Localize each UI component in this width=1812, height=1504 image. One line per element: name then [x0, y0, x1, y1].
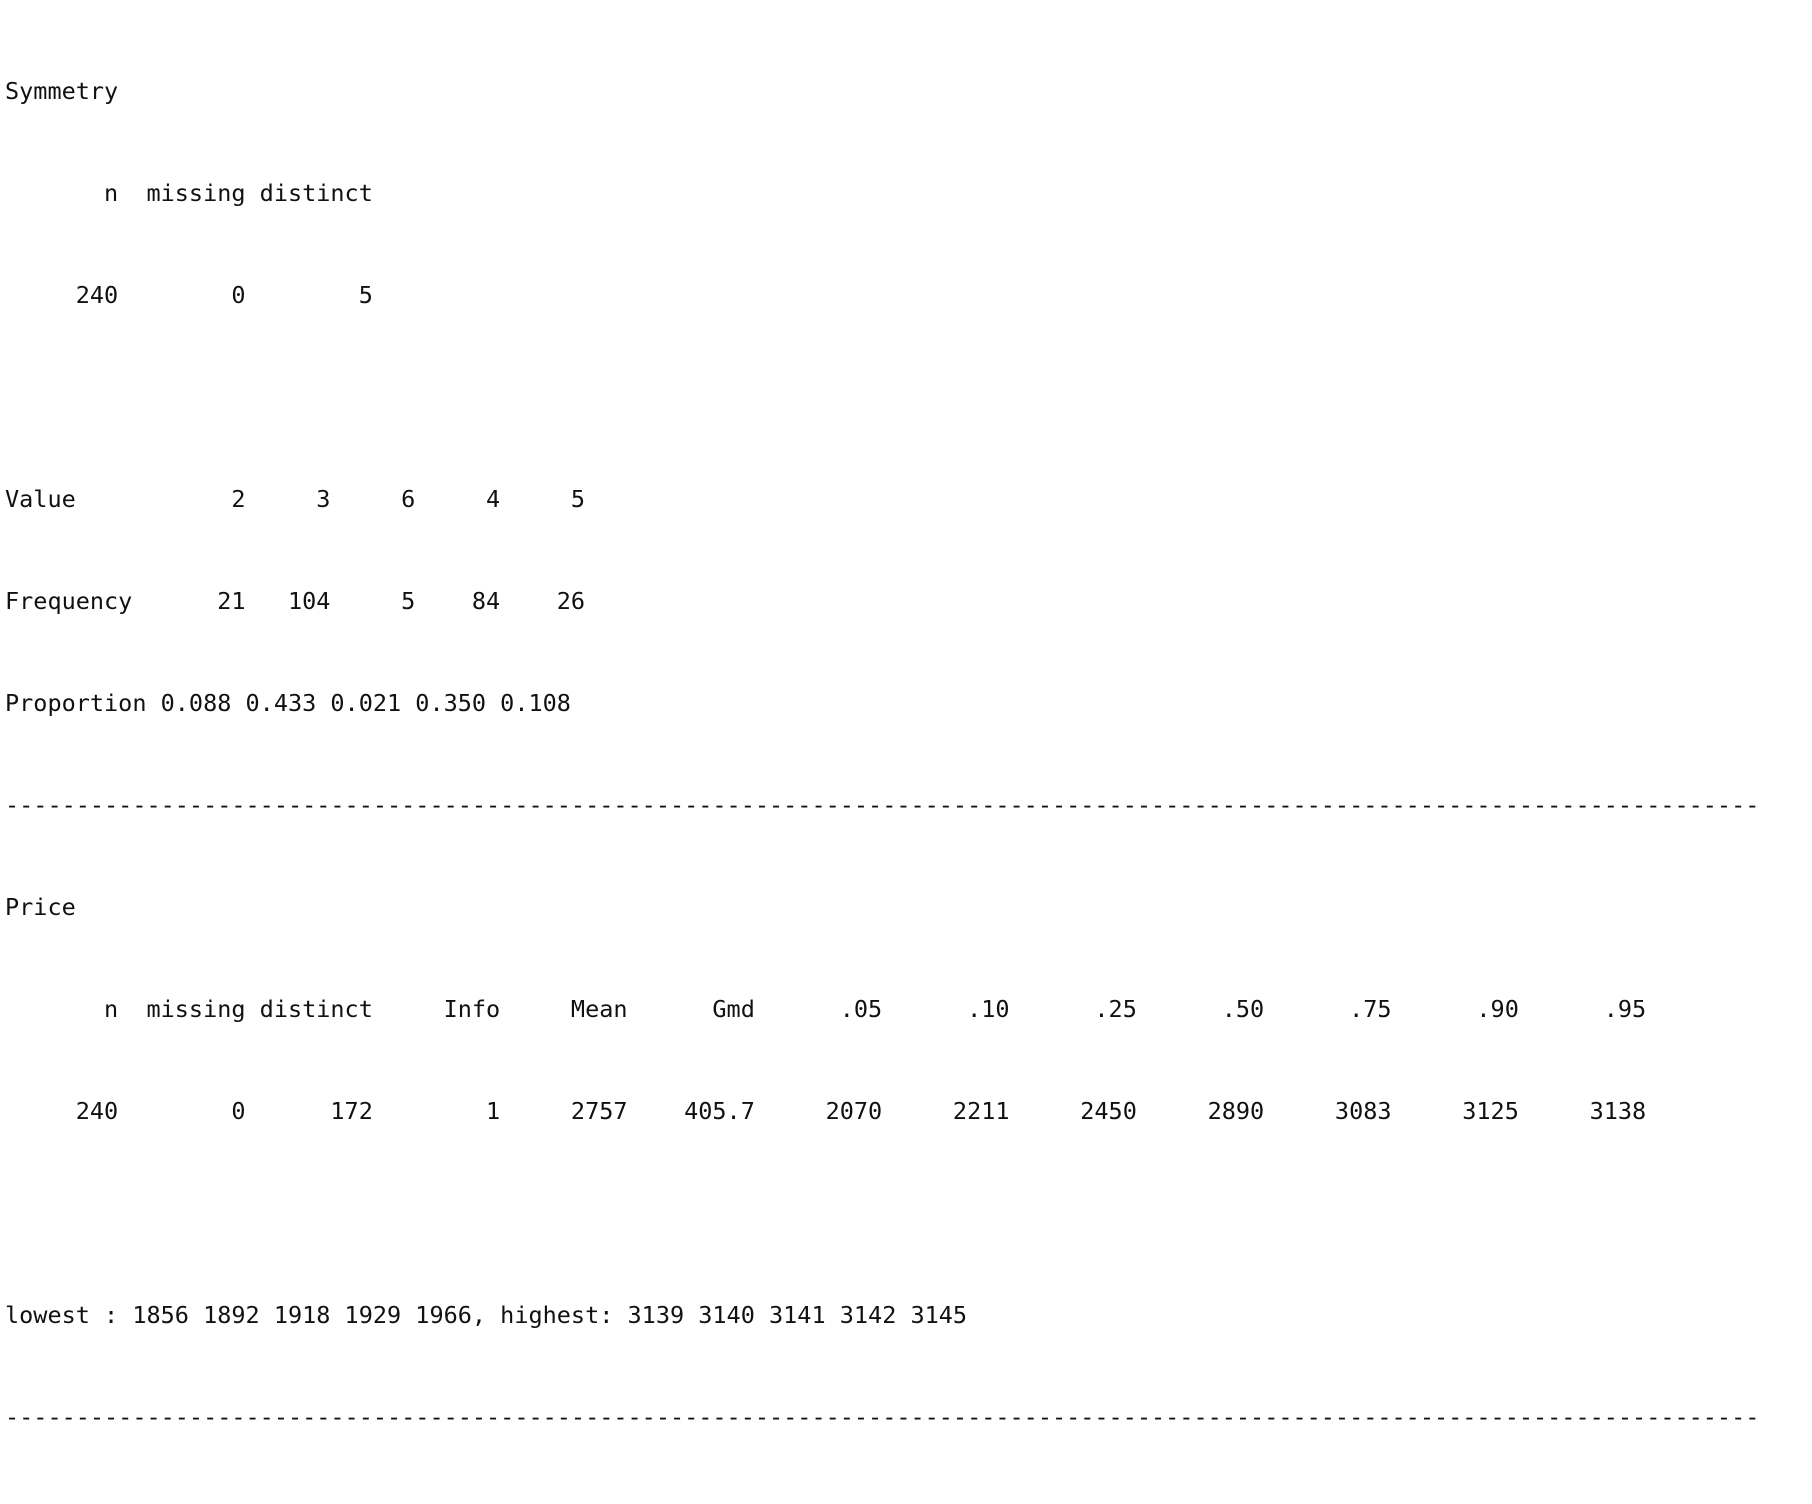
- variable-name-symmetry: Symmetry: [5, 77, 119, 105]
- separator-line: ----------------------------------------…: [5, 791, 1760, 819]
- variable-name-price: Price: [5, 893, 76, 921]
- symmetry-value-row: Value 2 3 6 4 5: [5, 485, 586, 513]
- price-stats-header: n missing distinct Info Mean Gmd .05 .10…: [5, 995, 1647, 1023]
- variable-name-wholesaler: Wholesaler: [5, 1502, 1812, 1504]
- blank-line: [5, 380, 1812, 414]
- symmetry-stats-values: 240 0 5: [5, 281, 373, 309]
- price-stats-values: 240 0 172 1 2757 405.7 2070 2211 2450 28…: [5, 1097, 1647, 1125]
- separator-line: ----------------------------------------…: [5, 1403, 1760, 1431]
- symmetry-proportion-row: Proportion 0.088 0.433 0.021 0.350 0.108: [5, 689, 571, 717]
- blank-line: [5, 1196, 1812, 1230]
- price-extremes-line: lowest : 1856 1892 1918 1929 1966, highe…: [5, 1301, 968, 1329]
- symmetry-frequency-row: Frequency 21 104 5 84 26: [5, 587, 586, 615]
- symmetry-stats-header: n missing distinct: [5, 179, 373, 207]
